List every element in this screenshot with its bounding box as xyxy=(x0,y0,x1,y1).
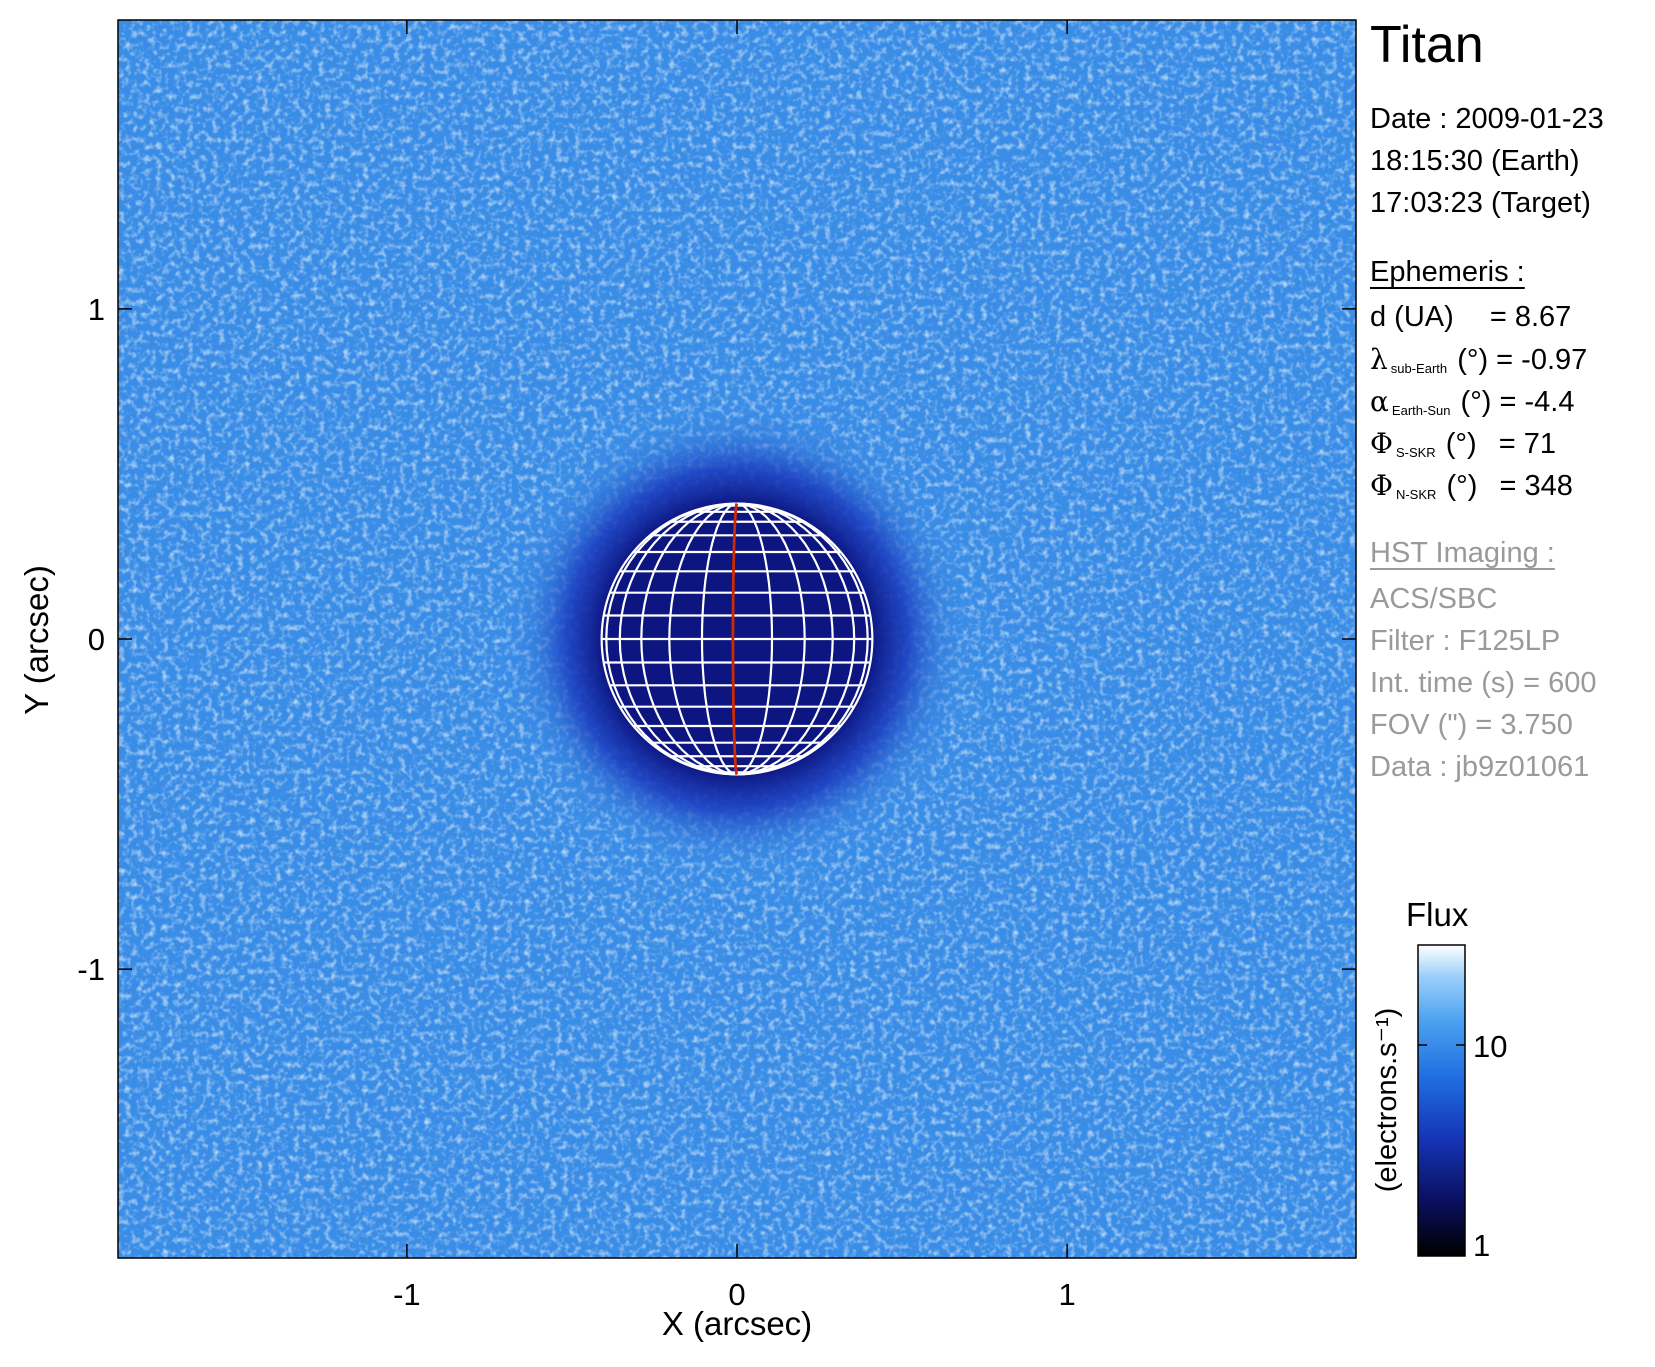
ephemeris-alpha: α Earth-Sun (°) = -4.4 xyxy=(1370,385,1574,419)
y-axis-label: Y (arcsec) xyxy=(18,565,55,715)
y-tick-label: 1 xyxy=(88,292,105,327)
colorbar-label: (electrons.s⁻¹) xyxy=(1371,1008,1403,1193)
x-tick-label: 1 xyxy=(1059,1277,1076,1312)
date-line: Date : 2009-01-23 xyxy=(1370,103,1604,135)
longitude-line xyxy=(700,502,738,776)
distance-value: = 8.67 xyxy=(1489,301,1572,333)
y-tick-label: -1 xyxy=(77,952,105,987)
heatmap-image xyxy=(118,20,1356,1258)
lambda-symbol: λ xyxy=(1370,343,1388,376)
distance-label: d (UA) xyxy=(1370,301,1454,333)
phi-n-symbol: Φ xyxy=(1370,469,1393,502)
longitude-line xyxy=(736,502,856,776)
phi-n-sub: N-SKR xyxy=(1395,487,1437,502)
ephemeris-phi-n: Φ N-SKR (°) = 348 xyxy=(1370,469,1573,503)
longitude-line xyxy=(736,502,806,776)
alpha-unit: (°) xyxy=(1460,386,1492,418)
target-title: Titan xyxy=(1370,16,1484,74)
longitude-line xyxy=(618,502,738,776)
y-axis-ticks: 1 0 -1 xyxy=(77,292,1356,987)
colorbar-tick-1: 1 xyxy=(1473,1228,1490,1263)
longitude-line xyxy=(668,502,738,776)
x-axis-ticks: -1 0 1 xyxy=(393,20,1076,1312)
colorbar-title: Flux xyxy=(1406,896,1469,933)
alpha-value: = -4.4 xyxy=(1499,386,1575,418)
alpha-symbol: α xyxy=(1370,385,1389,418)
fov-line: FOV (") = 3.750 xyxy=(1370,709,1573,741)
longitude-line xyxy=(640,502,738,776)
filter-line: Filter : F125LP xyxy=(1370,625,1561,657)
phi-s-sub: S-SKR xyxy=(1395,445,1436,460)
lambda-value: = -0.97 xyxy=(1496,344,1588,376)
colorbar xyxy=(1417,944,1466,1257)
ephemeris-lambda: λ sub-Earth (°) = -0.97 xyxy=(1370,343,1587,377)
longitude-line xyxy=(736,502,834,776)
central-meridian xyxy=(731,502,739,776)
imaging-header: HST Imaging : xyxy=(1370,537,1555,569)
lambda-unit: (°) xyxy=(1457,344,1489,376)
phi-n-unit: (°) xyxy=(1446,470,1478,502)
longitude-line xyxy=(736,502,774,776)
phi-s-unit: (°) xyxy=(1445,428,1477,460)
colorbar-tick-10: 10 xyxy=(1473,1029,1507,1064)
alpha-sub: Earth-Sun xyxy=(1391,403,1451,418)
y-tick-label: 0 xyxy=(88,622,105,657)
ephemeris-header: Ephemeris : xyxy=(1370,256,1525,288)
ephemeris-phi-s: Φ S-SKR (°) = 71 xyxy=(1370,427,1556,461)
phi-s-symbol: Φ xyxy=(1370,427,1393,460)
ephemeris-distance: d (UA) = 8.67 xyxy=(1370,301,1571,334)
lambda-sub: sub-Earth xyxy=(1390,361,1448,376)
target-time-line: 17:03:23 (Target) xyxy=(1370,187,1591,219)
x-tick-label: 0 xyxy=(728,1277,745,1312)
int-time-line: Int. time (s) = 600 xyxy=(1370,667,1597,699)
colorbar-ticks xyxy=(1418,1044,1465,1254)
phi-s-value: = 71 xyxy=(1498,428,1556,460)
phi-n-value: = 348 xyxy=(1499,470,1573,502)
instrument-line: ACS/SBC xyxy=(1370,583,1498,615)
longitude-line xyxy=(736,502,869,776)
x-axis-label: X (arcsec) xyxy=(662,1305,812,1342)
data-id-line: Data : jb9z01061 xyxy=(1370,751,1590,783)
x-tick-label: -1 xyxy=(393,1277,421,1312)
earth-time-line: 18:15:30 (Earth) xyxy=(1370,145,1580,177)
longitude-line xyxy=(605,502,738,776)
